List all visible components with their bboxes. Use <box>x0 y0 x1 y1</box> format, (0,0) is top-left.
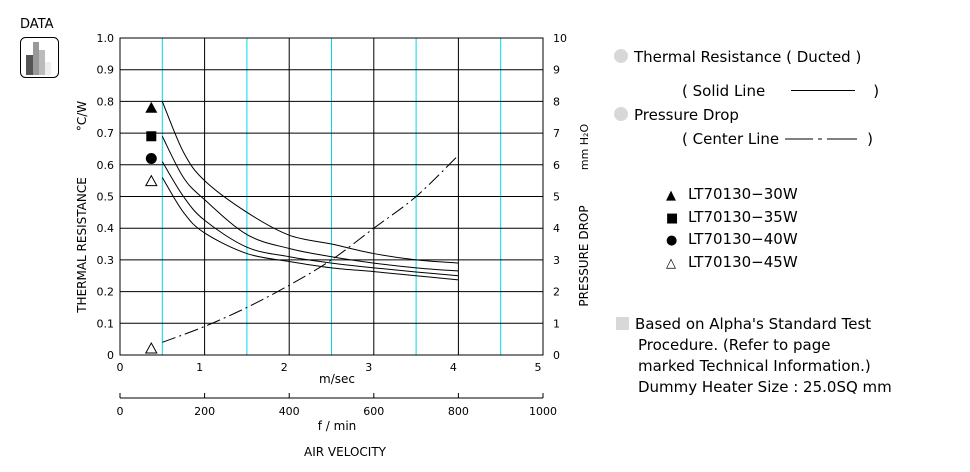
filled-circle-marker <box>145 152 157 164</box>
x-tick-label: 0 <box>117 361 124 374</box>
legend-pressure: Pressure Drop <box>614 106 739 124</box>
y2-axis-unit: mm H₂O <box>578 124 591 171</box>
solid-line-sample <box>791 90 856 91</box>
y-tick-label: 0.6 <box>97 159 115 172</box>
note-line: Dummy Heater Size : 25.0SQ mm <box>638 378 892 396</box>
center-line-sample <box>785 138 858 140</box>
model-item: ▲ LT70130−30W <box>666 184 798 207</box>
legend-thermal-label: Thermal Resistance ( Ducted ) <box>634 48 862 66</box>
model-label: LT70130−30W <box>688 185 798 203</box>
y2-tick-label: 6 <box>553 159 560 172</box>
model-label: LT70130−35W <box>688 207 798 226</box>
x-tick-label: 1 <box>196 361 203 374</box>
note-line: marked Technical Information.) <box>638 357 871 375</box>
note-line: Procedure. (Refer to page <box>638 336 831 354</box>
plot-frame <box>119 37 544 356</box>
model-item: △ LT70130−45W <box>666 252 798 275</box>
logo-label: DATA <box>20 17 54 32</box>
legend-center-line: ( Center Line) <box>682 130 873 148</box>
x-axis-title: m/sec <box>319 372 355 386</box>
y-tick-label: 1.0 <box>97 32 115 45</box>
y-tick-label: 0.5 <box>97 191 115 204</box>
data-logo-icon <box>20 37 59 78</box>
y2-tick-label: 8 <box>553 95 560 108</box>
open-triangle-marker <box>144 341 158 354</box>
thermal-resistance-line <box>161 161 459 277</box>
bullet-icon <box>614 107 628 121</box>
y2-tick-label: 7 <box>553 127 560 140</box>
y2-tick-label: 4 <box>553 222 560 235</box>
y-tick-label: 0 <box>107 349 114 362</box>
solid-line-label: ( Solid Line <box>682 82 766 100</box>
y-tick-label: 0.8 <box>97 95 115 108</box>
x2-tick-label: 600 <box>363 405 384 418</box>
y-tick-label: 0.1 <box>97 317 115 330</box>
x-tick-label: 2 <box>281 361 288 374</box>
y2-tick-label: 5 <box>553 191 560 204</box>
y2-tick-label: 9 <box>553 64 560 77</box>
thermal-resistance-line <box>161 136 459 272</box>
x-tick-label: 5 <box>535 361 542 374</box>
y2-tick-label: 10 <box>553 32 567 45</box>
model-item: ■ LT70130−35W <box>666 207 798 230</box>
test-note: Based on Alpha's Standard Test Procedure… <box>616 314 892 398</box>
x2-axis-title: f / min <box>318 419 357 433</box>
x-tick-label: 4 <box>450 361 457 374</box>
thermal-resistance-line <box>161 101 459 264</box>
note-line: Based on Alpha's Standard Test <box>635 315 872 333</box>
filled-circle-icon: ● <box>666 233 678 248</box>
y2-tick-label: 1 <box>553 317 560 330</box>
close-paren: ) <box>867 130 873 148</box>
y2-axis-title: PRESSURE DROP <box>577 205 591 306</box>
pressure-drop-line <box>162 154 459 343</box>
x2-tick-label: 0 <box>117 405 124 418</box>
y-tick-label: 0.2 <box>97 286 115 299</box>
y2-tick-label: 2 <box>553 286 560 299</box>
x2-tick-label: 800 <box>448 405 469 418</box>
model-label: LT70130−45W <box>688 252 798 271</box>
x2-tick-label: 200 <box>194 405 215 418</box>
close-paren: ) <box>873 82 880 100</box>
note-bullet-icon <box>616 317 629 330</box>
bullet-icon <box>614 49 628 63</box>
legend-pressure-label: Pressure Drop <box>634 106 739 124</box>
y-tick-label: 0.4 <box>97 222 115 235</box>
y-tick-label: 0.7 <box>97 127 115 140</box>
open-triangle-marker <box>144 174 158 187</box>
y-tick-label: 0.9 <box>97 64 115 77</box>
open-triangle-icon: △ <box>666 255 676 271</box>
x2-tick-label: 1000 <box>529 405 557 418</box>
y2-tick-label: 0 <box>553 349 560 362</box>
filled-square-marker <box>146 131 157 142</box>
y-axis-title: THERMAL RESISTANCE <box>75 177 89 314</box>
x-tick-label: 3 <box>365 361 372 374</box>
filled-triangle-icon: ▲ <box>666 188 676 203</box>
model-legend: ▲ LT70130−30W ■ LT70130−35W ● LT70130−40W △… <box>666 184 798 274</box>
model-label: LT70130−40W <box>688 230 798 248</box>
legend-thermal: Thermal Resistance ( Ducted ) <box>614 48 861 66</box>
x2-tick-label: 400 <box>279 405 300 418</box>
y2-tick-label: 3 <box>553 254 560 267</box>
y-tick-label: 0.3 <box>97 254 115 267</box>
center-line-label: ( Center Line <box>682 130 780 148</box>
filled-square-icon: ■ <box>666 210 679 226</box>
axis-velocity-title: AIR VELOCITY <box>304 445 387 459</box>
model-item: ● LT70130−40W <box>666 229 798 252</box>
y-axis-unit: °C/W <box>75 101 89 131</box>
thermal-resistance-line <box>161 177 459 281</box>
filled-triangle-marker <box>145 101 158 113</box>
legend-solid-line: ( Solid Line) <box>682 82 879 100</box>
